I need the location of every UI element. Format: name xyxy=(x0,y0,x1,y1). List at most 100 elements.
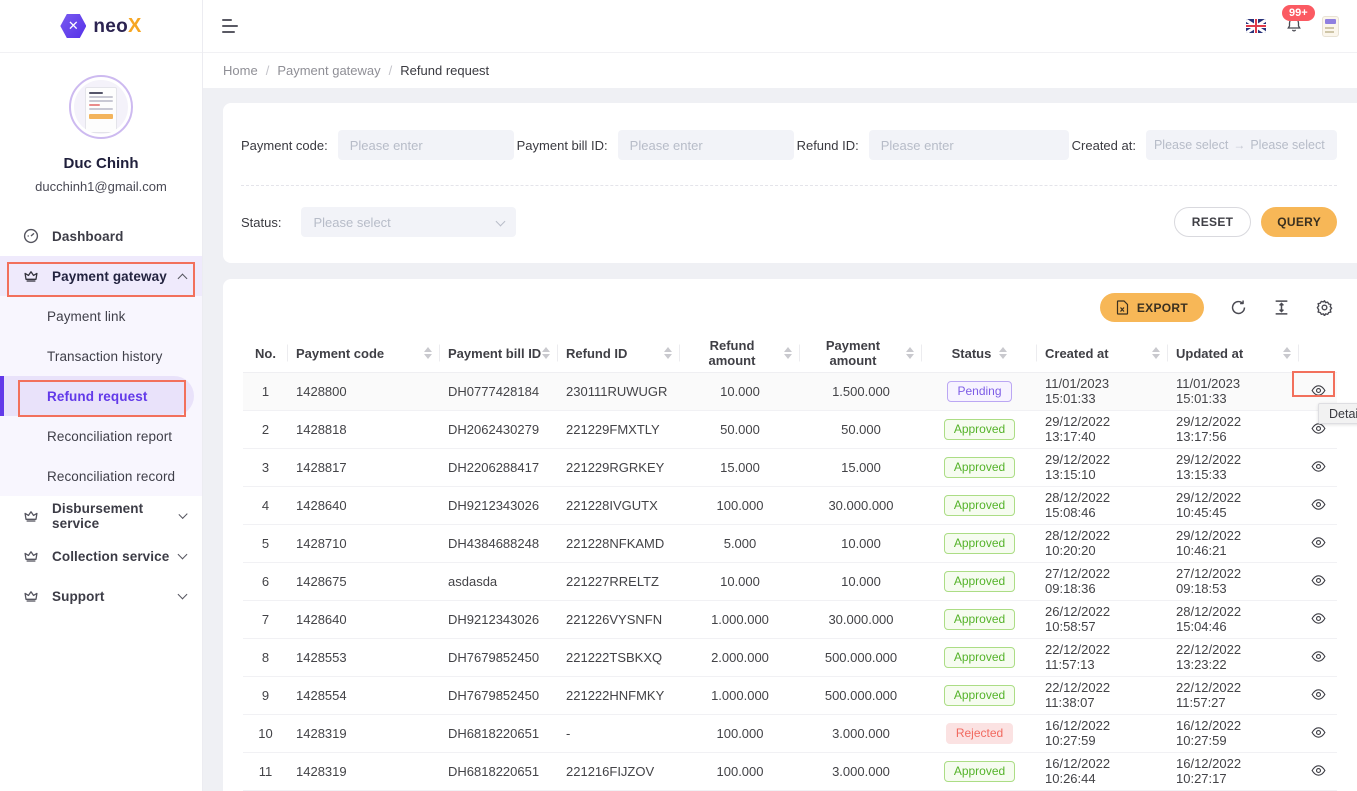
topbar-avatar[interactable] xyxy=(1322,15,1339,37)
sidebar-item-dashboard[interactable]: Dashboard xyxy=(0,216,202,256)
col-status[interactable]: Status xyxy=(922,335,1037,373)
payment-bill-id-label: Payment bill ID: xyxy=(516,137,608,153)
cell-payment-code: 1428640 xyxy=(288,600,440,639)
breadcrumb-current: Refund request xyxy=(400,63,490,78)
payment-code-input[interactable] xyxy=(337,130,514,160)
user-email: ducchinh1@gmail.com xyxy=(35,179,167,194)
sorter-icon[interactable] xyxy=(424,347,432,360)
col-payment-bill-id[interactable]: Payment bill ID xyxy=(440,335,558,373)
view-detail-button[interactable] xyxy=(1307,381,1330,400)
cell-created-at: 11/01/2023 15:01:33 xyxy=(1037,372,1168,411)
reset-button[interactable]: RESET xyxy=(1173,207,1252,237)
cell-action xyxy=(1299,752,1337,791)
cell-payment-bill-id: DH9212343026 xyxy=(440,486,558,525)
refund-id-input[interactable] xyxy=(868,130,1069,160)
view-detail-button[interactable] xyxy=(1307,571,1330,590)
cell-updated-at: 16/12/2022 10:27:17 xyxy=(1168,752,1299,791)
export-button[interactable]: EXPORT xyxy=(1099,293,1204,322)
sidebar-item-payment-link[interactable]: Payment link xyxy=(47,308,126,324)
cell-refund-id: 221222HNFMKY xyxy=(558,676,680,715)
table-toolbar: EXPORT xyxy=(243,293,1337,322)
cell-action xyxy=(1299,638,1337,677)
cell-payment-bill-id: DH0777428184 xyxy=(440,372,558,411)
notification-bell[interactable]: 99+ xyxy=(1282,5,1315,36)
brand-logo[interactable]: ✕ neoX xyxy=(0,0,202,53)
status-select[interactable]: Please select xyxy=(301,207,517,237)
status-badge: Approved xyxy=(943,760,1016,782)
cell-no: 9 xyxy=(243,676,288,715)
view-detail-button[interactable] xyxy=(1307,685,1330,704)
col-payment-amount[interactable]: Payment amount xyxy=(800,335,922,373)
dashboard-icon xyxy=(23,228,39,244)
sorter-icon[interactable] xyxy=(906,347,914,360)
cell-payment-bill-id: DH4384688248 xyxy=(440,524,558,563)
cell-payment-bill-id: DH2062430279 xyxy=(440,410,558,449)
cell-action xyxy=(1299,448,1337,487)
cell-created-at: 29/12/2022 13:17:40 xyxy=(1037,410,1168,449)
sidebar-item-payment-gateway[interactable]: Payment gateway xyxy=(0,256,202,296)
language-flag-icon[interactable] xyxy=(1246,19,1266,33)
sidebar-item-refund-request[interactable]: Refund request xyxy=(0,376,194,416)
cell-created-at: 29/12/2022 13:15:10 xyxy=(1037,448,1168,487)
breadcrumb-home[interactable]: Home xyxy=(223,63,258,78)
view-detail-button[interactable] xyxy=(1307,419,1330,438)
col-refund-amount[interactable]: Refund amount xyxy=(680,335,800,373)
cell-payment-code: 1428710 xyxy=(288,524,440,563)
col-refund-id[interactable]: Refund ID xyxy=(558,335,680,373)
avatar[interactable] xyxy=(69,75,133,139)
sorter-icon[interactable] xyxy=(664,347,672,360)
crown-icon xyxy=(23,588,39,604)
sorter-icon[interactable] xyxy=(999,347,1008,360)
view-detail-button[interactable] xyxy=(1307,761,1330,780)
cell-payment-code: 1428800 xyxy=(288,372,440,411)
table-row: 1 1428800 DH0777428184 230111RUWUGR 10.0… xyxy=(243,372,1337,411)
sidebar-item-collection-service[interactable]: Collection service xyxy=(0,536,202,576)
sidebar-item-transaction-history[interactable]: Transaction history xyxy=(47,348,163,364)
breadcrumb-payment-gateway[interactable]: Payment gateway xyxy=(277,63,381,78)
sidebar-item-support[interactable]: Support xyxy=(0,576,202,616)
sidebar-item-reconciliation-record[interactable]: Reconciliation record xyxy=(47,468,176,484)
view-detail-button[interactable] xyxy=(1307,723,1330,742)
view-detail-button[interactable] xyxy=(1307,609,1330,628)
col-payment-code[interactable]: Payment code xyxy=(288,335,440,373)
sidebar-menu: Dashboard Payment gateway Payment link T… xyxy=(0,216,202,616)
created-at-range-picker[interactable]: Please select → Please select xyxy=(1145,130,1337,160)
view-detail-button[interactable] xyxy=(1307,533,1330,552)
sorter-icon[interactable] xyxy=(784,347,792,360)
cell-refund-id: 221226VYSNFN xyxy=(558,600,680,639)
cell-payment-code: 1428675 xyxy=(288,562,440,601)
view-detail-button[interactable] xyxy=(1307,647,1330,666)
cell-refund-id: 221222TSBKXQ xyxy=(558,638,680,677)
cell-payment-bill-id: DH7679852450 xyxy=(440,676,558,715)
table-row: 4 1428640 DH9212343026 221228IVGUTX 100.… xyxy=(243,486,1337,525)
col-updated-at[interactable]: Updated at xyxy=(1168,335,1299,373)
col-created-at[interactable]: Created at xyxy=(1037,335,1168,373)
sorter-icon[interactable] xyxy=(1283,347,1291,360)
sidebar-item-reconciliation-report[interactable]: Reconciliation report xyxy=(47,428,173,444)
view-detail-button[interactable] xyxy=(1307,457,1330,476)
table-row: 10 1428319 DH6818220651 - 100.000 3.000.… xyxy=(243,714,1337,753)
cell-no: 10 xyxy=(243,714,288,753)
cell-payment-code: 1428554 xyxy=(288,676,440,715)
cell-refund-amount: 10.000 xyxy=(680,372,800,411)
cell-payment-amount: 1.500.000 xyxy=(800,372,922,411)
cell-refund-id: 221229FMXTLY xyxy=(558,410,680,449)
view-detail-button[interactable] xyxy=(1307,495,1330,514)
eye-icon xyxy=(1311,575,1326,586)
menu-collapse-icon[interactable] xyxy=(222,19,240,33)
sidebar-item-disbursement-service[interactable]: Disbursement service xyxy=(0,496,202,536)
payment-code-label: Payment code: xyxy=(241,137,328,153)
payment-bill-id-input[interactable] xyxy=(617,130,794,160)
column-height-icon[interactable] xyxy=(1273,299,1290,316)
cell-action xyxy=(1299,486,1337,525)
cell-payment-code: 1428319 xyxy=(288,752,440,791)
refresh-icon[interactable] xyxy=(1230,299,1247,316)
sidebar: ✕ neoX Duc Chinh ducchinh1@gmail.com Das… xyxy=(0,0,203,791)
eye-icon xyxy=(1311,651,1326,662)
sorter-icon[interactable] xyxy=(1152,347,1160,360)
query-button[interactable]: QUERY xyxy=(1261,207,1337,237)
status-badge: Approved xyxy=(943,456,1016,478)
sorter-icon[interactable] xyxy=(542,347,550,360)
cell-action xyxy=(1299,524,1337,563)
settings-gear-icon[interactable] xyxy=(1316,299,1333,316)
